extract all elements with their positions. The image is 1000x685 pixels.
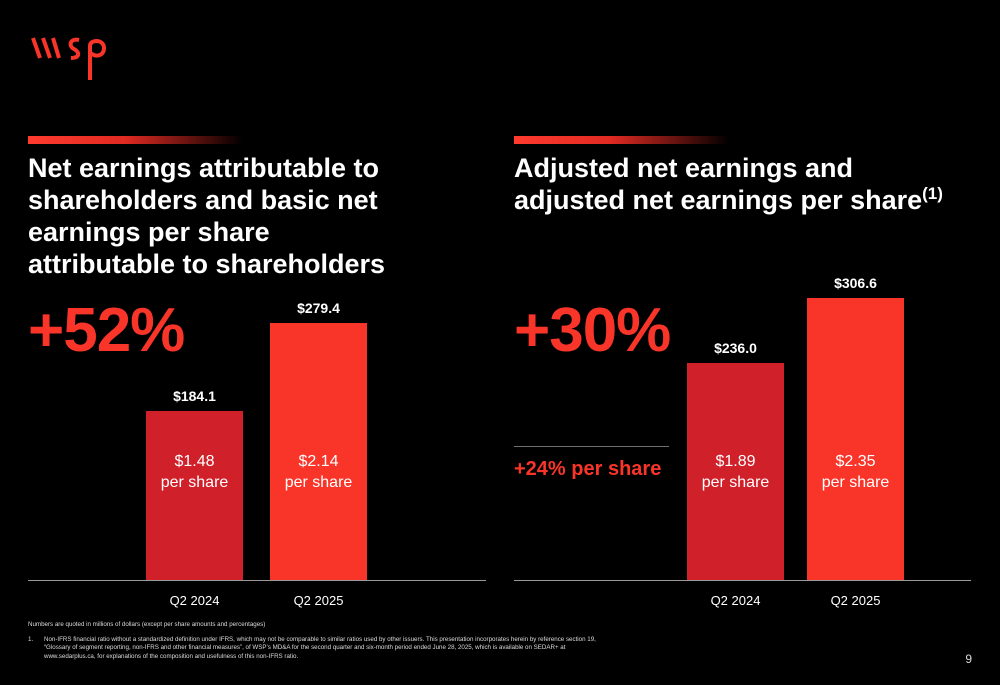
left-bar-1 [146,411,243,580]
left-bar-1-eps-value: $1.48 [174,453,215,470]
footnote-1-number: 1. [28,636,34,643]
right-bar-1-value-label: $236.0 [714,340,757,356]
right-chart-baseline [514,580,971,581]
left-accent-bar [28,136,243,144]
right-bar-1-eps-unit: per share [701,474,770,491]
left-bar-2 [270,323,367,580]
left-bar-1-eps-unit: per share [160,474,229,491]
left-bar-1-value-label: $184.1 [173,388,216,404]
right-bar-1 [687,363,784,580]
footnote-1-line1: Non-IFRS financial ratio without a stand… [44,636,596,643]
per-share-divider [514,446,669,447]
right-growth-percent: +30% [514,296,671,365]
footnote-1-line3: www.sedarplus.ca, for explanations of th… [44,652,299,660]
right-bar-2 [807,298,904,580]
left-chart-baseline [28,580,486,581]
right-bar-2-eps-unit: per share [821,474,890,491]
right-bar-1-per-share-label: $1.89 per share [676,451,796,493]
right-accent-bar [514,136,729,144]
footnote-ref: (1) [922,184,943,203]
right-category-label-2: Q2 2025 [830,593,881,608]
footnote-1: Non-IFRS financial ratio without a stand… [44,636,644,661]
left-panel-title: Net earnings attributable to shareholder… [28,153,386,279]
left-bar-2-eps-value: $2.14 [298,453,339,470]
right-bar-2-eps-value: $2.35 [835,453,876,470]
left-bar-1-per-share-label: $1.48 per share [135,451,255,493]
right-panel-title: Adjusted net earnings and adjusted net e… [514,152,944,216]
right-bar-1-eps-value: $1.89 [715,453,756,470]
left-category-label-2: Q2 2025 [293,593,344,608]
per-share-growth: +24% per share [514,458,662,480]
right-category-label-1: Q2 2024 [710,593,761,608]
footnote-1-line2: “Glossary of segment reporting, non-IFRS… [44,644,566,652]
left-growth-percent: +52% [28,296,185,365]
right-bar-2-per-share-label: $2.35 per share [796,451,916,493]
wsp-logo [31,37,107,80]
left-category-label-1: Q2 2024 [169,593,220,608]
units-note: Numbers are quoted in millions of dollar… [28,621,266,628]
right-panel-title-text: Adjusted net earnings and adjusted net e… [514,153,923,215]
page-number: 9 [965,652,972,666]
left-bar-2-per-share-label: $2.14 per share [259,451,379,493]
left-bar-2-eps-unit: per share [284,474,353,491]
right-bar-2-value-label: $306.6 [834,275,877,291]
left-bar-2-value-label: $279.4 [297,300,340,316]
